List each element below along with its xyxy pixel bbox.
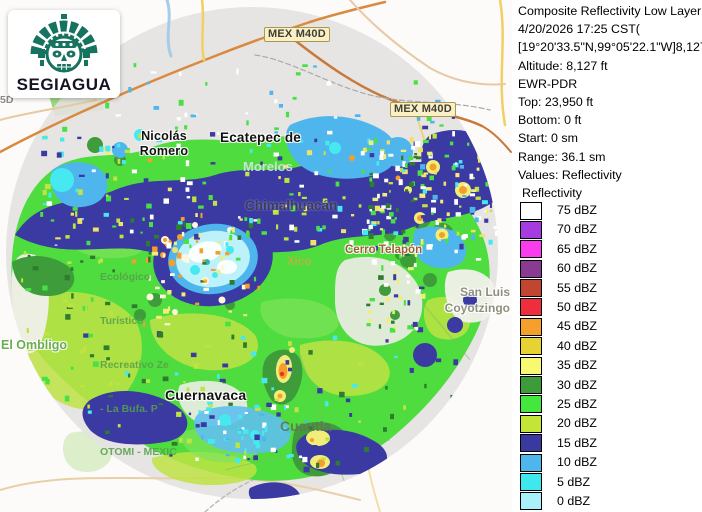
legend-row: 45 dBZ <box>520 317 702 336</box>
legend-label: 30 dBZ <box>557 377 597 392</box>
legend-label: 20 dBZ <box>557 416 597 431</box>
legend-row: 65 dBZ <box>520 240 702 259</box>
echo-bottom: Bottom: 0 ft <box>518 113 582 128</box>
legend-label: 40 dBZ <box>557 338 597 353</box>
legend-label: 55 dBZ <box>557 280 597 295</box>
range: Range: 36.1 sm <box>518 149 606 164</box>
legend-label: 50 dBZ <box>557 299 597 314</box>
legend-label: 45 dBZ <box>557 319 597 334</box>
legend-color-swatch <box>520 492 542 511</box>
legend-label: 10 dBZ <box>557 455 597 470</box>
legend-row: 10 dBZ <box>520 453 702 472</box>
legend-color-swatch <box>520 434 542 453</box>
legend-row: 15 dBZ <box>520 434 702 453</box>
legend-color-swatch <box>520 453 542 472</box>
timestamp: 4/20/2026 17:25 CST( <box>518 22 640 37</box>
info-panel: Composite Reflectivity Low Layer 4/20/20… <box>512 0 702 512</box>
range-start: Start: 0 sm <box>518 131 578 146</box>
legend-label: 65 dBZ <box>557 241 597 256</box>
altitude: Altitude: 8,127 ft <box>518 58 608 73</box>
radar-id: EWR-PDR <box>518 76 578 91</box>
product-info: Composite Reflectivity Low Layer 4/20/20… <box>512 0 702 184</box>
radar-map-viewport[interactable]: Nicolás Romero Ecatepec de Morelos Chimal… <box>0 0 512 512</box>
coordinates: [19°20'33.5"N,99°05'22.1"W]8,127 ft <box>518 40 702 55</box>
legend-row: 60 dBZ <box>520 259 702 278</box>
legend-row: 5 dBZ <box>520 473 702 491</box>
legend-color-swatch <box>520 201 542 220</box>
legend-title: Reflectivity <box>522 186 582 201</box>
legend-color-swatch <box>520 414 542 433</box>
road-badge-mex-m40d: MEX M40D <box>390 102 456 117</box>
legend-color-swatch <box>520 279 542 298</box>
values-type: Values: Reflectivity <box>518 167 622 182</box>
legend-color-swatch <box>520 317 542 336</box>
legend-label: 60 dBZ <box>557 261 597 276</box>
legend-row: 20 dBZ <box>520 414 702 433</box>
legend-color-swatch <box>520 220 542 239</box>
legend-row: 40 dBZ <box>520 337 702 356</box>
legend-row: 25 dBZ <box>520 395 702 414</box>
legend-row: 50 dBZ <box>520 298 702 317</box>
legend-row: 55 dBZ <box>520 279 702 298</box>
legend-color-swatch <box>520 298 542 317</box>
legend-color-swatch <box>520 395 542 414</box>
legend-row: 35 dBZ <box>520 356 702 375</box>
product-title: Composite Reflectivity Low Layer <box>518 4 702 18</box>
legend-label: 35 dBZ <box>557 358 597 373</box>
legend-row: 0 dBZ <box>520 492 702 511</box>
legend-color-swatch <box>520 473 542 491</box>
road-badge-mex-m40d: MEX M40D <box>264 27 330 42</box>
legend-label: 25 dBZ <box>557 396 597 411</box>
legend-items: 75 dBZ 70 dBZ 65 dBZ 60 dBZ 55 dBZ 50 dBZ 45 d… <box>512 201 702 511</box>
legend-label: 70 dBZ <box>557 222 597 237</box>
logo-wordmark: SEGIAGUA <box>16 75 112 94</box>
legend-row: 30 dBZ <box>520 376 702 395</box>
tlaloc-mask-icon <box>30 14 98 73</box>
legend-label: 0 dBZ <box>557 493 591 508</box>
legend-color-swatch <box>520 376 542 395</box>
legend-row: 70 dBZ <box>520 220 702 239</box>
echo-top: Top: 23,950 ft <box>518 95 594 110</box>
legend-color-swatch <box>520 337 542 356</box>
segiagua-logo: SEGIAGUA <box>8 10 120 98</box>
legend-color-swatch <box>520 356 542 375</box>
legend-color-swatch <box>520 240 542 259</box>
legend-color-swatch <box>520 259 542 278</box>
legend-label: 75 dBZ <box>557 203 597 218</box>
legend-label: 15 dBZ <box>557 435 597 450</box>
legend-row: 75 dBZ <box>520 201 702 220</box>
legend-label: 5 dBZ <box>557 474 591 489</box>
radar-map-canvas <box>0 0 512 512</box>
